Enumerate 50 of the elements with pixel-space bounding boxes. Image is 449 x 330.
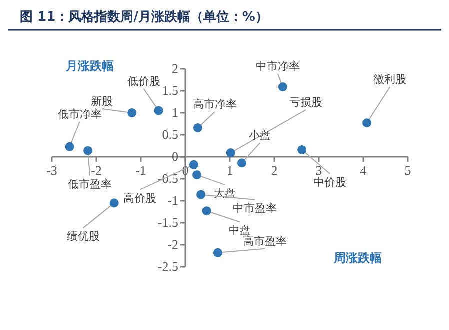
annotation: 高市净率	[192, 98, 237, 111]
chart-title: 图 11：风格指数周/月涨跌幅（单位：%）	[20, 9, 268, 25]
x-tick-label: 2	[271, 163, 278, 178]
x-tick-label: 1	[226, 163, 234, 178]
y-tick-label: 1	[172, 105, 178, 120]
annotation: 低价股	[127, 74, 160, 88]
point	[213, 248, 222, 258]
point	[202, 206, 212, 216]
y-tick-label: -1.5	[158, 215, 178, 230]
point	[193, 123, 202, 132]
x-axis-title: 周涨跌幅	[333, 251, 382, 265]
annotation: 微利股	[374, 73, 407, 86]
annotation: 亏损股	[289, 96, 322, 110]
point	[238, 158, 247, 168]
annotation: 小盘	[249, 129, 272, 142]
point	[298, 145, 307, 154]
annotation: 低市净率	[58, 108, 102, 121]
y-tick-label: -2.5	[158, 259, 178, 274]
x-tick-label: -2	[91, 163, 102, 178]
point	[65, 142, 74, 152]
annotation: 中价股	[314, 176, 347, 189]
y-tick-label: -2	[168, 237, 178, 252]
annotation: 绩优股	[66, 230, 100, 244]
y-tick-label: -0.5	[158, 171, 178, 186]
annotation: 中市净率	[256, 60, 300, 74]
annotation: 新股	[91, 95, 114, 108]
y-axis-title: 月涨跌幅	[65, 59, 114, 73]
point	[154, 106, 164, 116]
y-tick-label: 0.5	[162, 127, 178, 142]
x-tick-label: 3	[316, 163, 322, 178]
point	[128, 108, 137, 118]
point	[362, 118, 372, 128]
annotation: 低市盈率	[68, 178, 112, 191]
point	[278, 82, 288, 92]
y-tick-label: -1	[168, 193, 178, 208]
annotation: 中市盈率	[233, 202, 278, 215]
annotation: 高价股	[123, 192, 156, 205]
x-tick-label: -1	[136, 163, 146, 178]
point	[110, 198, 119, 208]
x-tick-label: 4	[360, 163, 368, 178]
y-tick-label: 2	[172, 61, 178, 76]
point	[189, 160, 198, 170]
point	[226, 148, 236, 158]
point	[192, 170, 202, 180]
x-tick-label: -3	[46, 163, 58, 178]
annotation: 高市盈率	[242, 234, 287, 248]
y-tick-label: 1.5	[162, 83, 178, 98]
point	[196, 190, 206, 200]
x-tick-label: 5	[404, 163, 412, 178]
point	[84, 146, 93, 156]
